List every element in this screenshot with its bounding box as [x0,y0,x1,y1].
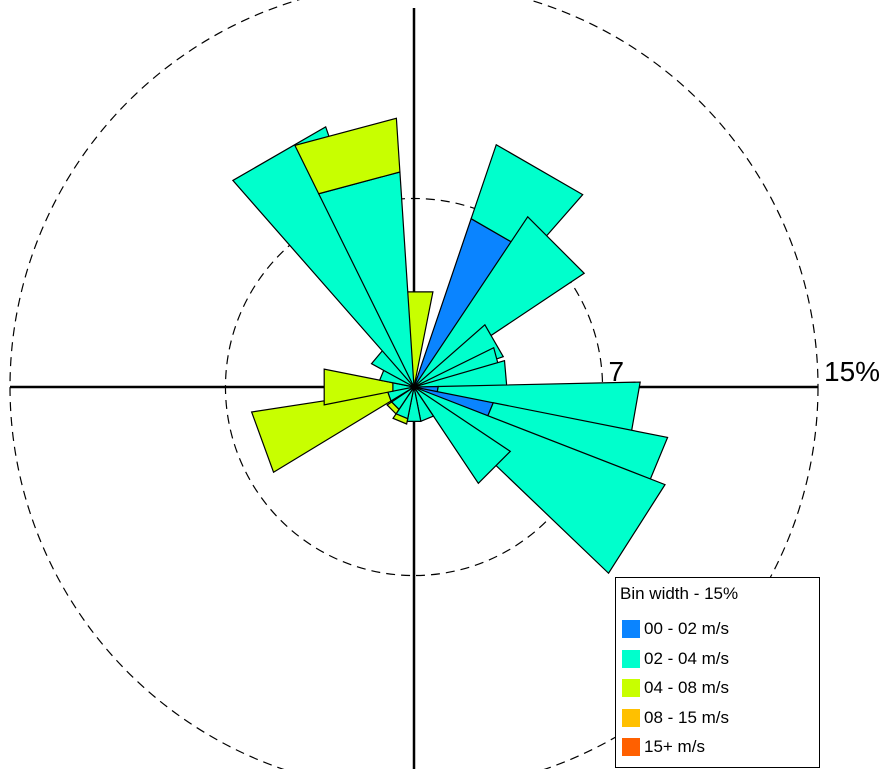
petal-135-bin1 [413,386,512,485]
legend-label: 00 - 02 m/s [644,619,730,638]
petal-250-bin2 [250,390,392,474]
legend-swatch [622,620,640,638]
ring-label-0: 7 [609,356,625,387]
legend-label: 15+ m/s [644,737,705,756]
legend-title: Bin width - 15% [620,584,739,603]
ring-label-1: 15% [824,356,880,387]
legend-item-15-plus: 15+ m/s [622,736,705,758]
legend-swatch [622,709,640,727]
legend-swatch [622,679,640,697]
ring-labels-layer: 7 15% [609,356,881,387]
petals-layer [231,117,669,575]
legend-item-4-8: 04 - 08 m/s [622,677,729,699]
legend: Bin width - 15% 00 - 02 m/s 02 - 04 m/s … [615,577,820,768]
legend-item-2-4: 02 - 04 m/s [622,648,729,670]
legend-swatch [622,650,640,668]
petal-225-bin2 [386,401,400,415]
legend-swatch [622,738,640,756]
legend-label: 04 - 08 m/s [644,678,730,697]
legend-item-0-2: 00 - 02 m/s [622,618,729,640]
petal-345-bin2 [294,117,401,195]
petal-45-bin1 [413,215,586,388]
legend-label: 08 - 15 m/s [644,708,730,727]
legend-item-8-15: 08 - 15 m/s [622,707,729,729]
petal-270-bin2 [323,368,394,406]
petal-202.5-bin2 [392,413,409,425]
legend-label: 02 - 04 m/s [644,649,730,668]
